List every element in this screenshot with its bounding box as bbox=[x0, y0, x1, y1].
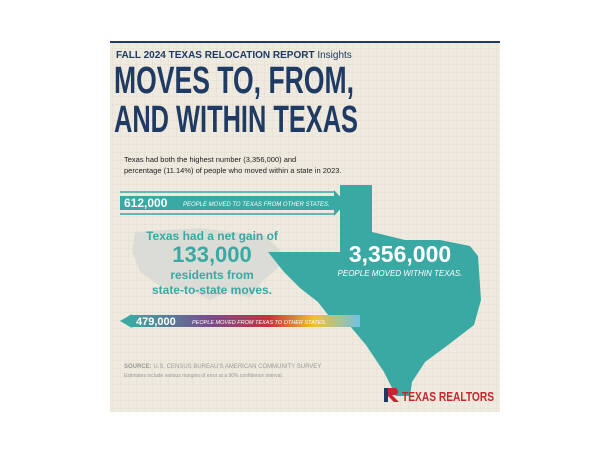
moved-out-number: 479,000 bbox=[136, 316, 176, 328]
report-label: Insights bbox=[317, 50, 351, 61]
source-note: Estimates include various margins of err… bbox=[124, 373, 283, 379]
in-arrow bbox=[120, 196, 334, 210]
logo-text: TEXAS REALTORS bbox=[402, 389, 494, 404]
moved-in-number: 612,000 bbox=[124, 196, 168, 210]
source: SOURCE: U.S. CENSUS BUREAU'S AMERICAN CO… bbox=[124, 364, 321, 370]
header: FALL 2024 TEXAS RELOCATION REPORT Insigh… bbox=[116, 50, 352, 61]
in-arrowhead bbox=[334, 190, 346, 216]
us-map bbox=[132, 228, 280, 300]
logo-icon bbox=[388, 388, 399, 402]
report-name: FALL 2024 TEXAS RELOCATION REPORT bbox=[116, 50, 315, 61]
within-number: 3,356,000 bbox=[349, 241, 451, 267]
net-gain-line: Texas had a net gain of bbox=[146, 229, 279, 243]
title-line: MOVES TO, FROM, bbox=[114, 60, 354, 102]
moved-out-text: PEOPLE MOVED FROM TEXAS TO OTHER STATES. bbox=[192, 320, 326, 326]
net-gain-number: 133,000 bbox=[172, 242, 252, 267]
net-gain-line: state-to-state moves. bbox=[152, 283, 272, 297]
out-arrowhead bbox=[120, 314, 132, 328]
net-gain-line: residents from bbox=[170, 268, 253, 282]
title-line: AND WITHIN TEXAS bbox=[114, 99, 358, 141]
intro-line: Texas had both the highest number (3,356… bbox=[124, 155, 296, 164]
moved-in-text: PEOPLE MOVED TO TEXAS FROM OTHER STATES. bbox=[183, 202, 330, 208]
source-text: U.S. CENSUS BUREAU'S AMERICAN COMMUNITY … bbox=[153, 364, 321, 370]
intro-line: percentage (11.14%) of people who moved … bbox=[124, 166, 342, 175]
within-text: PEOPLE MOVED WITHIN TEXAS. bbox=[338, 269, 463, 278]
source-label: SOURCE: bbox=[124, 364, 152, 370]
out-arrow bbox=[132, 315, 360, 327]
logo-icon bbox=[384, 388, 388, 402]
texas-map bbox=[268, 185, 481, 396]
